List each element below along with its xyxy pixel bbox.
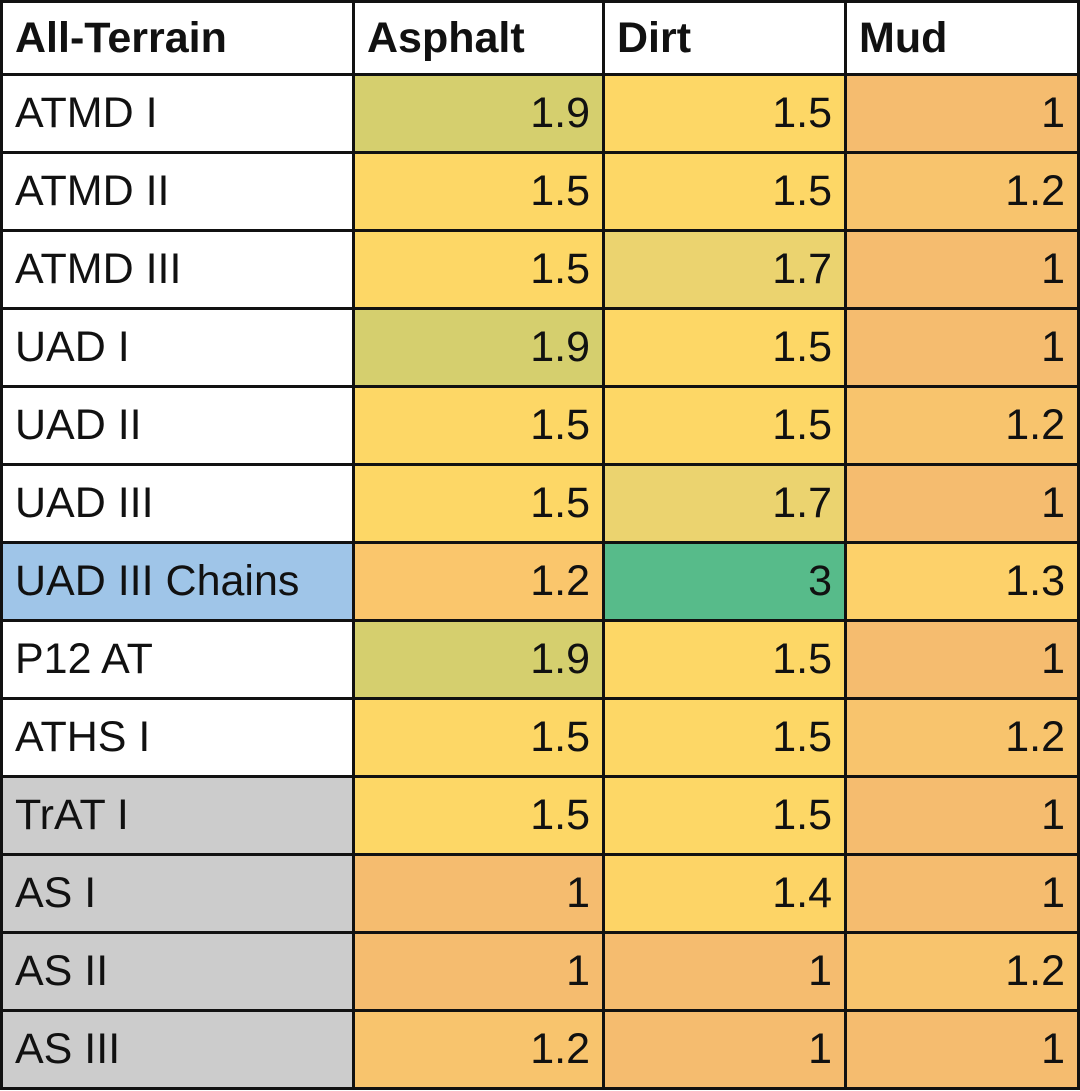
value-cell: 1.4: [605, 856, 844, 931]
value-cell: 1.5: [605, 700, 844, 775]
value-cell: 1: [847, 466, 1077, 541]
value-cell: 1.5: [605, 622, 844, 697]
value-cell: 1: [847, 1012, 1077, 1087]
value-cell: 1.2: [847, 700, 1077, 775]
header-cell: All-Terrain: [3, 3, 352, 73]
row-label: ATMD I: [3, 76, 352, 151]
value-cell: 1: [847, 856, 1077, 931]
row-label: UAD III: [3, 466, 352, 541]
value-cell: 1: [847, 76, 1077, 151]
row-label: AS I: [3, 856, 352, 931]
value-cell: 1: [605, 1012, 844, 1087]
value-cell: 1.2: [355, 544, 602, 619]
value-cell: 1.2: [355, 1012, 602, 1087]
value-cell: 1: [355, 934, 602, 1009]
value-cell: 1.2: [847, 154, 1077, 229]
value-cell: 1: [847, 622, 1077, 697]
value-cell: 1.5: [355, 700, 602, 775]
header-cell: Mud: [847, 3, 1077, 73]
value-cell: 1.5: [605, 778, 844, 853]
value-cell: 3: [605, 544, 844, 619]
value-cell: 1.5: [355, 232, 602, 307]
value-cell: 1: [847, 778, 1077, 853]
value-cell: 1.2: [847, 388, 1077, 463]
row-label: AS III: [3, 1012, 352, 1087]
value-cell: 1.9: [355, 76, 602, 151]
header-cell: Dirt: [605, 3, 844, 73]
row-label: UAD III Chains: [3, 544, 352, 619]
value-cell: 1.9: [355, 310, 602, 385]
row-label: TrAT I: [3, 778, 352, 853]
value-cell: 1: [847, 232, 1077, 307]
value-cell: 1: [355, 856, 602, 931]
row-label: AS II: [3, 934, 352, 1009]
value-cell: 1.5: [605, 310, 844, 385]
value-cell: 1.7: [605, 466, 844, 541]
row-label: ATMD II: [3, 154, 352, 229]
value-cell: 1.5: [355, 466, 602, 541]
header-cell: Asphalt: [355, 3, 602, 73]
value-cell: 1.5: [355, 778, 602, 853]
value-cell: 1.5: [355, 388, 602, 463]
row-label: UAD I: [3, 310, 352, 385]
value-cell: 1.5: [605, 76, 844, 151]
value-cell: 1.9: [355, 622, 602, 697]
value-cell: 1.5: [605, 388, 844, 463]
value-cell: 1.3: [847, 544, 1077, 619]
row-label: UAD II: [3, 388, 352, 463]
value-cell: 1.5: [355, 154, 602, 229]
value-cell: 1.2: [847, 934, 1077, 1009]
value-cell: 1.7: [605, 232, 844, 307]
value-cell: 1.5: [605, 154, 844, 229]
row-label: ATHS I: [3, 700, 352, 775]
value-cell: 1: [605, 934, 844, 1009]
value-cell: 1: [847, 310, 1077, 385]
row-label: ATMD III: [3, 232, 352, 307]
row-label: P12 AT: [3, 622, 352, 697]
